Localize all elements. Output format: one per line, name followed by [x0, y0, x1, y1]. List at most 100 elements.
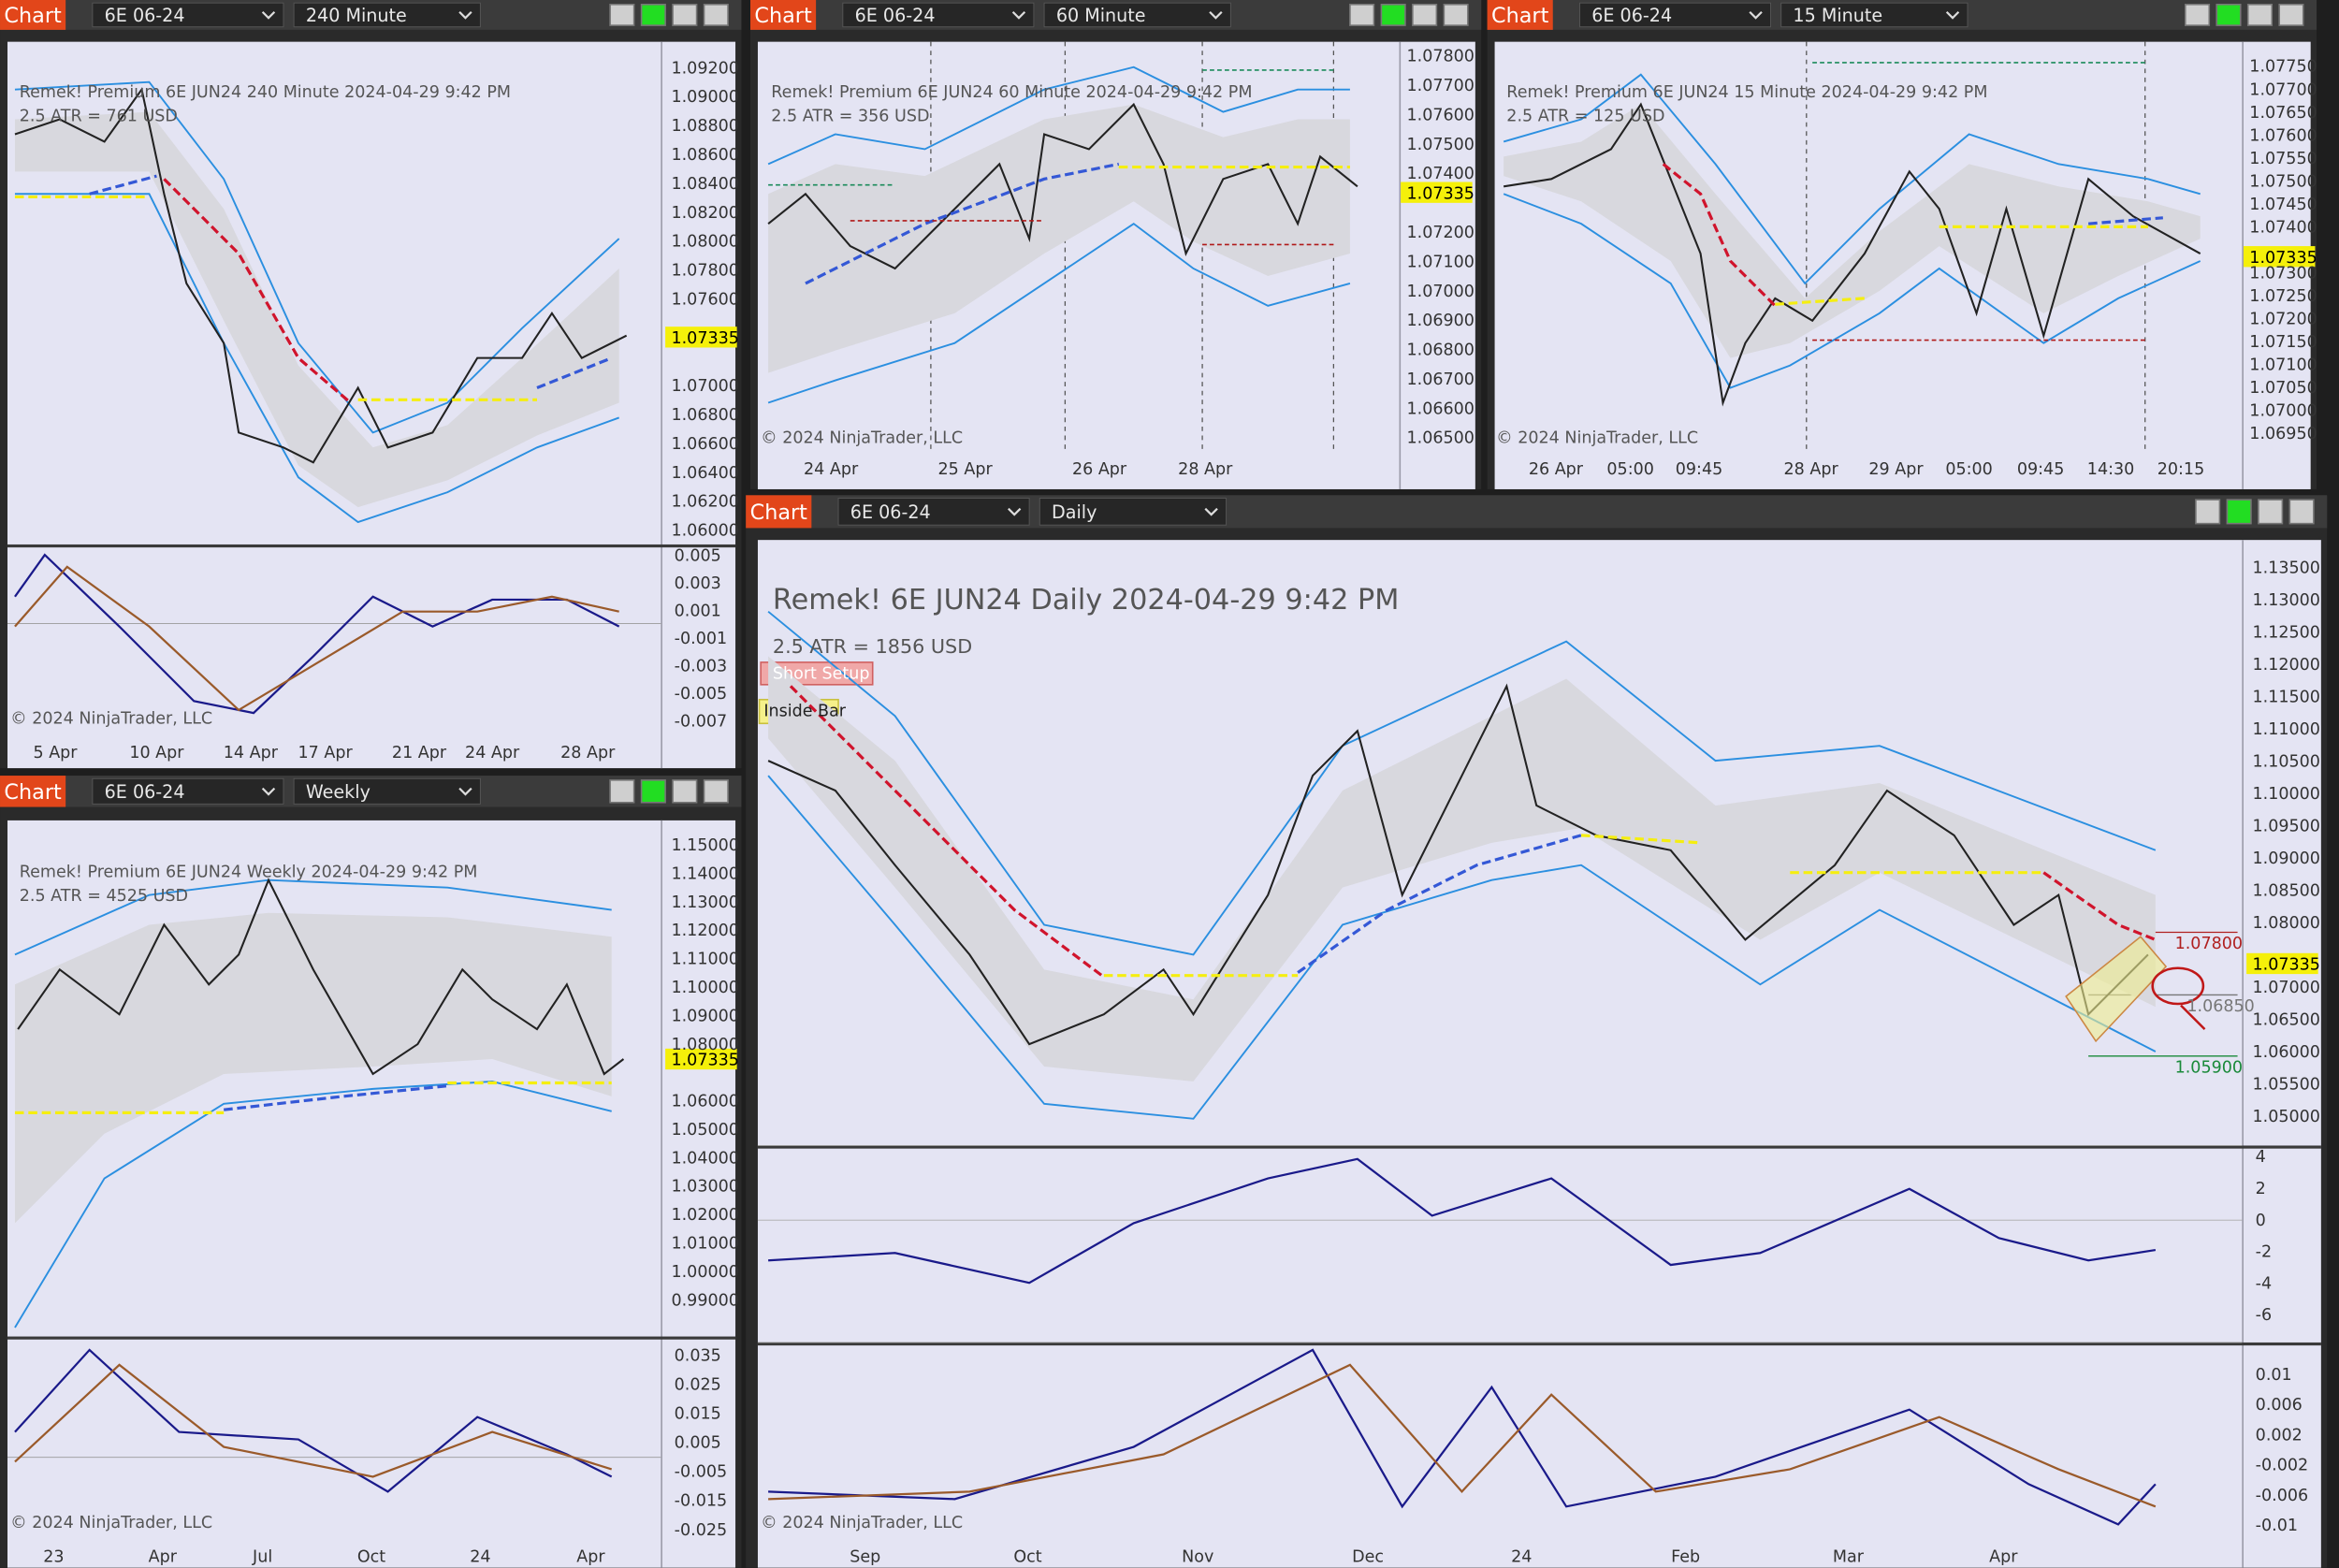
window-button[interactable]: [2195, 499, 2221, 525]
price-tick-label: 1.07600: [1407, 106, 1475, 124]
window-button[interactable]: [703, 779, 729, 804]
inside-bar: Inside Bar: [763, 703, 846, 721]
indicator-tick-label: -0.01: [2256, 1517, 2298, 1535]
price-tick-label: 1.08400: [671, 175, 738, 194]
window-button[interactable]: [2288, 499, 2315, 525]
price-tick-label: 1.07200: [2249, 310, 2317, 328]
window-button[interactable]: [2246, 3, 2274, 26]
timeframe-dropdown[interactable]: [1043, 2, 1231, 28]
instrument-dropdown[interactable]: [1578, 2, 1772, 28]
window-button[interactable]: [2184, 3, 2211, 26]
price-tick-label: 1.12000: [2253, 656, 2320, 675]
price-tick-label: 1.07000: [2249, 401, 2317, 420]
current-price: 1.07335: [1407, 184, 1475, 203]
price-tick-label: 1.08000: [671, 233, 738, 252]
price-tick-label: 1.08600: [671, 146, 738, 165]
price-tick-label: 1.07550: [2249, 150, 2317, 168]
timeframe-dropdown[interactable]: [293, 2, 481, 28]
indicator-tick-label: -0.007: [675, 713, 727, 732]
window-button[interactable]: [2216, 3, 2242, 26]
time-tick-label: Oct: [357, 1548, 385, 1567]
indicator-tick-label: -0.006: [2256, 1487, 2308, 1505]
window-button[interactable]: [609, 779, 635, 804]
copyright: © 2024 NinjaTrader, LLC: [1496, 429, 1698, 448]
dropdown-caret: [261, 787, 276, 796]
window-button[interactable]: [640, 3, 666, 26]
price-tick-label: 1.11000: [2253, 720, 2320, 739]
axis-divider: [661, 41, 662, 769]
instrument-label: 6E 06-24: [105, 781, 185, 803]
indicator-tick-label: 0: [2256, 1212, 2266, 1230]
indicator-tick-label: -0.015: [675, 1492, 727, 1511]
window-button[interactable]: [2278, 3, 2304, 26]
price-tick-label: 1.00000: [671, 1263, 738, 1282]
time-tick-label: 05:00: [1606, 460, 1653, 479]
price-tick-label: 1.10500: [2253, 753, 2320, 772]
window-button[interactable]: [609, 3, 635, 26]
chart-header: Remek! Premium 6E JUN24 15 Minute 2024-0…: [1506, 83, 1987, 102]
instrument-dropdown[interactable]: [92, 2, 284, 28]
atr-label: 2.5 ATR = 761 USD: [20, 107, 178, 125]
instrument-dropdown[interactable]: [92, 777, 284, 805]
indicator-tick-label: -0.001: [675, 630, 727, 648]
price-tick-label: 1.11000: [671, 951, 738, 969]
window-button[interactable]: [1380, 3, 1406, 26]
price-tick-label: 1.06000: [671, 1093, 738, 1111]
atr-label: 2.5 ATR = 1856 USD: [773, 635, 972, 658]
time-tick-label: 14 Apr: [224, 744, 279, 762]
window-button[interactable]: [1412, 3, 1438, 26]
window-button[interactable]: [672, 779, 698, 804]
chart-tab-label: Chart: [4, 4, 62, 28]
chart-tab-label: Chart: [750, 501, 808, 525]
instrument-label: 6E 06-24: [1591, 5, 1672, 26]
timeframe-dropdown[interactable]: [293, 777, 481, 805]
chart-tab: [1487, 0, 1553, 30]
time-tick-label: 26 Apr: [1529, 460, 1584, 479]
time-tick-label: 09:45: [2017, 460, 2064, 479]
indicator-tick-label: -0.025: [675, 1521, 727, 1540]
current-price: 1.07335: [671, 329, 738, 348]
copyright: © 2024 NinjaTrader, LLC: [10, 709, 212, 728]
timeframe-label: 240 Minute: [306, 5, 407, 26]
time-tick-label: 10 Apr: [129, 744, 184, 762]
price-tick-label: 1.03000: [671, 1178, 738, 1197]
price-tick-label: 1.07050: [2249, 379, 2317, 398]
chart-tab-label: Chart: [4, 780, 62, 805]
time-tick-label: 28 Apr: [560, 744, 616, 762]
window-button[interactable]: [1349, 3, 1375, 26]
price-tick-label: 1.07400: [2249, 218, 2317, 237]
timeframe-dropdown[interactable]: [1780, 2, 1969, 28]
window-button[interactable]: [703, 3, 729, 26]
window-button[interactable]: [2226, 499, 2252, 525]
price-tick-label: 1.13000: [671, 893, 738, 912]
price-tick-label: 1.06800: [671, 406, 738, 425]
window-button[interactable]: [672, 3, 698, 26]
price-tick-label: 1.07800: [1407, 48, 1475, 66]
indicator-tick-label: 0.015: [675, 1404, 721, 1423]
price-tick-label: 1.10000: [2253, 785, 2320, 804]
timeframe-dropdown[interactable]: [1039, 498, 1228, 526]
indicator-tick-label: 4: [2256, 1148, 2266, 1167]
price-tick-label: 1.07000: [1407, 283, 1475, 301]
indicator-tick-label: -0.003: [675, 658, 727, 676]
time-tick-label: Mar: [1833, 1548, 1865, 1567]
window-button[interactable]: [640, 779, 666, 804]
instrument-dropdown[interactable]: [837, 498, 1030, 526]
price-tick-label: 1.05000: [2253, 1108, 2320, 1126]
time-tick-label: Nov: [1182, 1548, 1213, 1567]
window-button[interactable]: [1443, 3, 1469, 26]
timeframe-label: 60 Minute: [1056, 5, 1146, 26]
time-tick-label: 25 Apr: [937, 460, 993, 479]
timeframe-label: Daily: [1052, 501, 1097, 523]
price-tick-label: 1.08500: [2253, 882, 2320, 901]
atr-label: 2.5 ATR = 4525 USD: [20, 887, 188, 906]
price-tick-label: 1.09000: [671, 88, 738, 107]
time-tick-label: Apr: [576, 1548, 605, 1567]
instrument-dropdown[interactable]: [842, 2, 1035, 28]
chart-tab: [746, 495, 812, 529]
window-button[interactable]: [2258, 499, 2284, 525]
time-tick-label: Jul: [252, 1548, 272, 1567]
dropdown-caret: [1945, 10, 1960, 20]
current-price-tag: [665, 1048, 737, 1070]
